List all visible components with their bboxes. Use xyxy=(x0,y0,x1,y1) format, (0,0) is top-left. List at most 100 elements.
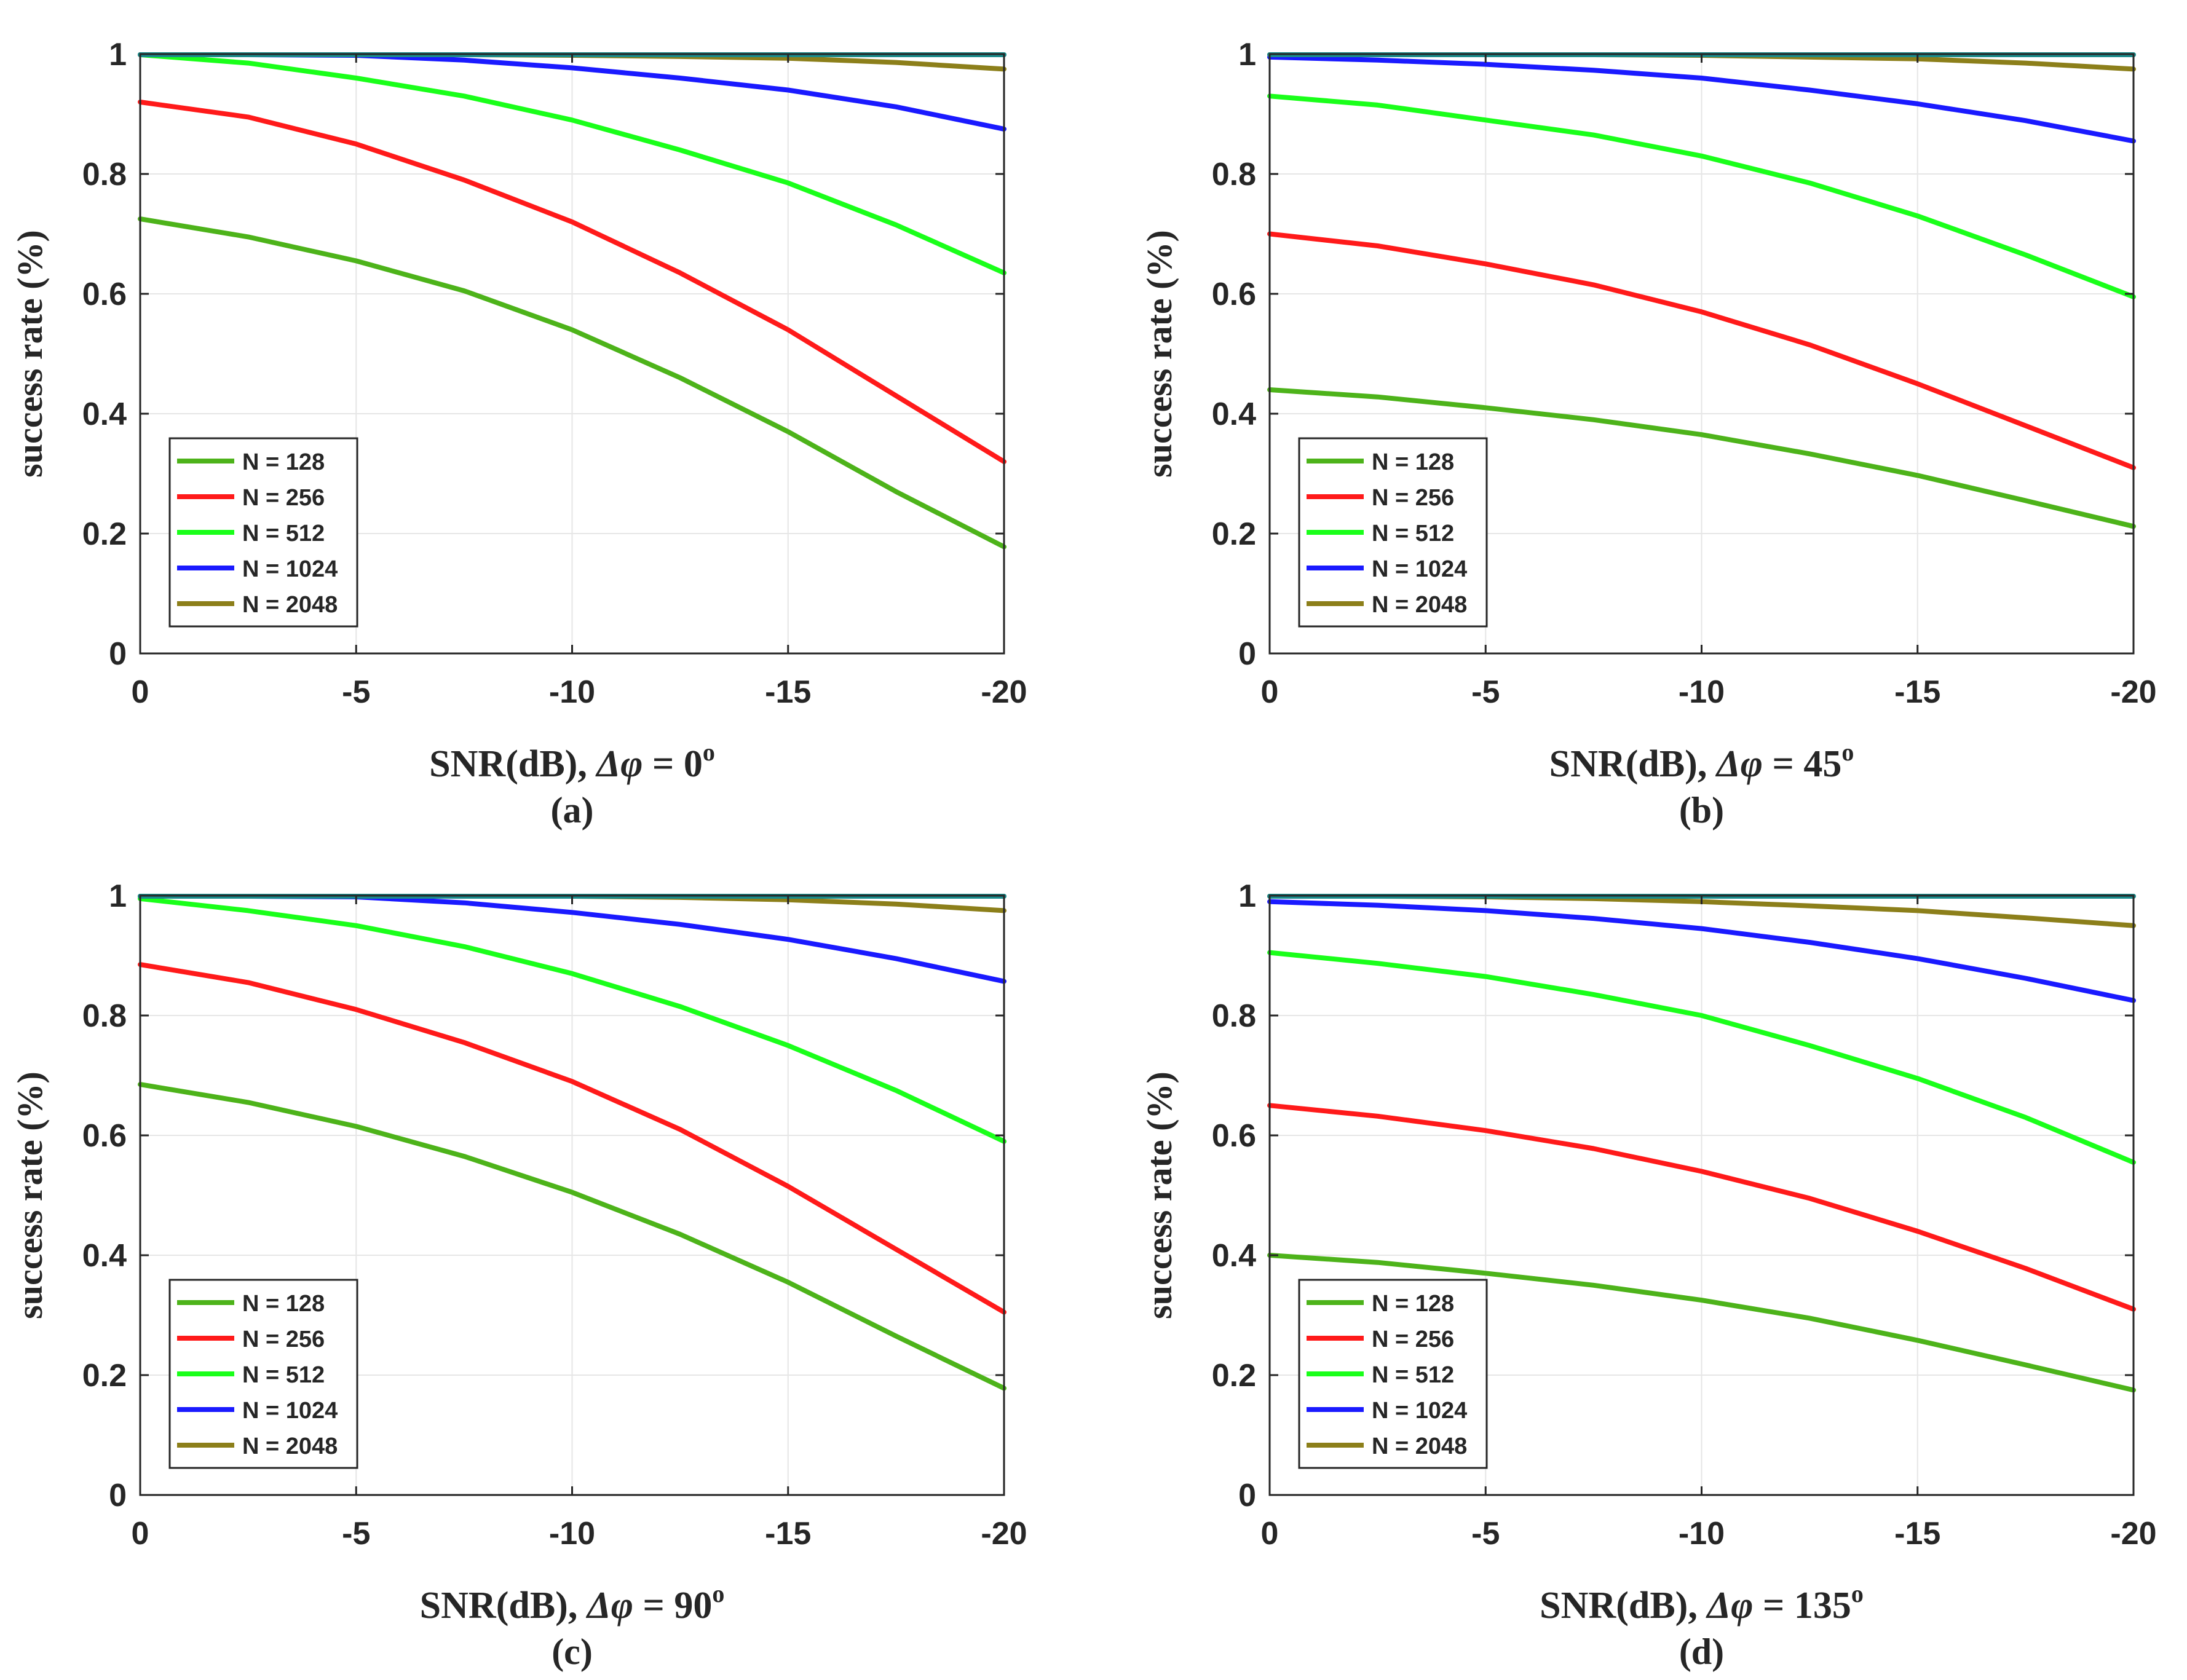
x-tick-label: -20 xyxy=(981,674,1027,710)
y-tick-label: 0.8 xyxy=(82,998,127,1034)
y-axis-label: success rate (%) xyxy=(10,1071,50,1319)
panel-tag: (c) xyxy=(552,1631,593,1672)
legend-entry: N = 1024 xyxy=(1372,1398,1467,1424)
chart-panel: 0 -5 -10 -15 -20 0 0.2 0.4 0.6 0.8 1 success rate (… xyxy=(1139,37,2157,830)
series-line-512 xyxy=(138,52,1006,275)
series-line-256 xyxy=(1267,1103,2136,1312)
y-tick-label: 0 xyxy=(109,636,127,672)
x-axis-label-value: = 45 xyxy=(1772,743,1841,785)
x-tick-label: -10 xyxy=(549,1516,595,1552)
legend-entry: N = 128 xyxy=(1372,449,1454,475)
y-tick-label: 0 xyxy=(1238,1478,1256,1513)
x-tick-label: -5 xyxy=(1471,1516,1500,1552)
y-tick-label: 0.2 xyxy=(1212,516,1256,552)
x-axis-label-value: = 135 xyxy=(1763,1585,1851,1627)
y-axis-label: success rate (%) xyxy=(10,230,50,478)
x-tick-label: -20 xyxy=(2110,1516,2156,1552)
x-axis-label-degree: o xyxy=(1851,1580,1864,1607)
series-line-128 xyxy=(1267,1253,2136,1393)
series-line-256 xyxy=(138,962,1006,1315)
y-tick-label: 0.6 xyxy=(1212,1118,1256,1154)
y-tick-label: 0.4 xyxy=(1212,396,1256,432)
legend: N = 128 N = 256 N = 512 N = 1024 N = 2048 xyxy=(1298,1279,1488,1469)
series-line-512 xyxy=(138,896,1006,1144)
legend-entry: N = 1024 xyxy=(1372,556,1467,582)
y-tick-label: 1 xyxy=(109,37,127,73)
y-tick-label: 0.2 xyxy=(1212,1358,1256,1394)
x-tick-label: 0 xyxy=(132,674,149,710)
legend-entry: N = 1024 xyxy=(242,1398,338,1424)
x-tick-label: -5 xyxy=(342,674,370,710)
y-tick-label: 0.8 xyxy=(82,157,127,192)
y-tick-label: 0.2 xyxy=(82,1358,127,1394)
x-axis-label: SNR(dB), Δφ = 45o xyxy=(1549,738,1854,785)
x-tick-label: -15 xyxy=(1894,674,1940,710)
x-tick-label: -10 xyxy=(1679,674,1725,710)
panel-tag: (a) xyxy=(551,790,594,830)
y-tick-label: 0.2 xyxy=(82,516,127,552)
x-tick-label: -20 xyxy=(2110,674,2156,710)
x-tick-label: 0 xyxy=(1261,674,1279,710)
x-axis-label-prefix: SNR(dB), xyxy=(1540,1585,1707,1627)
x-tick-label: -15 xyxy=(765,1516,811,1552)
legend-entry: N = 2048 xyxy=(1372,1434,1467,1459)
y-tick-label: 0.8 xyxy=(1212,998,1256,1034)
legend-entry: N = 1024 xyxy=(242,556,338,582)
x-axis-label-degree: o xyxy=(712,1580,724,1607)
x-tick-label: -15 xyxy=(1894,1516,1940,1552)
legend-entry: N = 256 xyxy=(242,485,325,511)
x-axis-label: SNR(dB), Δφ = 0o xyxy=(429,738,715,785)
x-axis-label: SNR(dB), Δφ = 135o xyxy=(1540,1580,1864,1627)
x-axis-label-prefix: SNR(dB), xyxy=(1549,743,1717,785)
y-tick-label: 1 xyxy=(1238,37,1256,73)
x-tick-label: -10 xyxy=(1679,1516,1725,1552)
legend-entry: N = 128 xyxy=(242,449,325,475)
chart-panel: 0 -5 -10 -15 -20 0 0.2 0.4 0.6 0.8 1 success rate (… xyxy=(10,878,1027,1672)
x-axis-label-prefix: SNR(dB), xyxy=(420,1585,587,1627)
y-tick-label: 0.4 xyxy=(1212,1238,1256,1274)
series-line-128 xyxy=(138,1082,1006,1391)
legend: N = 128 N = 256 N = 512 N = 1024 N = 2048 xyxy=(1298,437,1488,628)
y-tick-label: 0 xyxy=(1238,636,1256,672)
legend-entry: N = 256 xyxy=(242,1327,325,1352)
series-line-512 xyxy=(1267,93,2136,299)
y-tick-label: 1 xyxy=(109,878,127,914)
x-tick-label: -20 xyxy=(981,1516,1027,1552)
legend-entry: N = 512 xyxy=(1372,1362,1454,1388)
legend-entry: N = 256 xyxy=(1372,485,1454,511)
x-tick-label: 0 xyxy=(132,1516,149,1552)
y-tick-label: 0 xyxy=(109,1478,127,1513)
x-tick-label: -5 xyxy=(342,1516,370,1552)
x-tick-label: -5 xyxy=(1471,674,1500,710)
x-tick-label: 0 xyxy=(1261,1516,1279,1552)
y-tick-label: 1 xyxy=(1238,878,1256,914)
chart-panel: 0 -5 -10 -15 -20 0 0.2 0.4 0.6 0.8 1 success rate (… xyxy=(1139,878,2157,1672)
series-line-512 xyxy=(1267,950,2136,1165)
series-line-1024 xyxy=(1267,54,2136,144)
y-axis-label: success rate (%) xyxy=(1139,1071,1179,1319)
legend-entry: N = 512 xyxy=(242,521,325,546)
y-tick-label: 0.6 xyxy=(82,1118,127,1154)
x-axis-label-degree: o xyxy=(703,738,715,766)
y-tick-label: 0.4 xyxy=(82,396,127,432)
legend: N = 128 N = 256 N = 512 N = 1024 N = 2048 xyxy=(168,1279,358,1469)
legend-entry: N = 128 xyxy=(1372,1291,1454,1317)
x-axis-label: SNR(dB), Δφ = 90o xyxy=(420,1580,725,1627)
series-line-128 xyxy=(138,216,1006,550)
x-tick-label: -15 xyxy=(765,674,811,710)
legend-entry: N = 256 xyxy=(1372,1327,1454,1352)
y-axis-label: success rate (%) xyxy=(1139,230,1179,478)
legend-entry: N = 128 xyxy=(242,1291,325,1317)
x-tick-label: -10 xyxy=(549,674,595,710)
legend-entry: N = 2048 xyxy=(1372,592,1467,618)
legend-entry: N = 512 xyxy=(242,1362,325,1388)
y-tick-label: 0.8 xyxy=(1212,157,1256,192)
x-axis-label-symbol: Δφ xyxy=(585,1585,643,1627)
x-axis-label-value: = 90 xyxy=(643,1585,712,1627)
y-tick-label: 0.6 xyxy=(82,277,127,312)
x-axis-label-symbol: Δφ xyxy=(595,743,652,785)
panel-tag: (b) xyxy=(1679,790,1724,830)
legend-entry: N = 2048 xyxy=(242,592,338,618)
x-axis-label-symbol: Δφ xyxy=(1705,1585,1763,1627)
